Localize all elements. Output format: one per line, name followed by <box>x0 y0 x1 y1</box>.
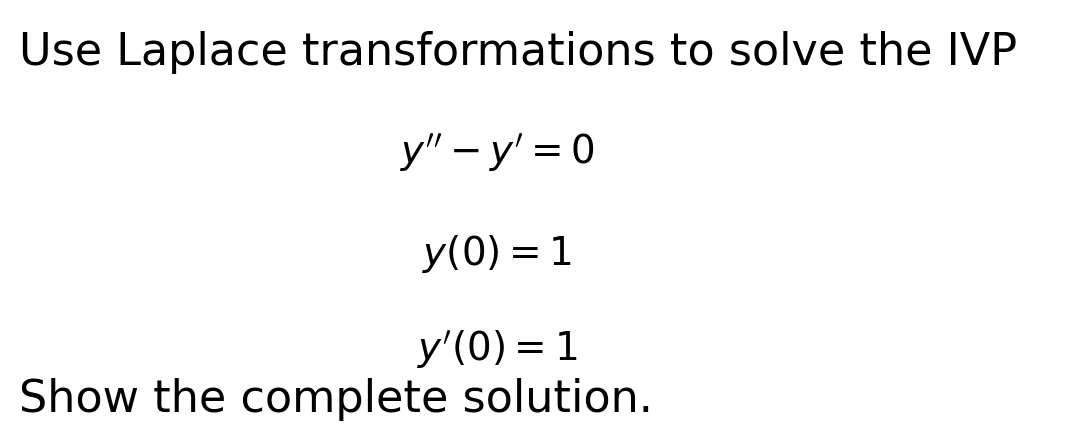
Text: Use Laplace transformations to solve the IVP: Use Laplace transformations to solve the… <box>19 31 1017 74</box>
Text: $y'(0) = 1$: $y'(0) = 1$ <box>417 328 577 371</box>
Text: $y(0) = 1$: $y(0) = 1$ <box>422 232 571 274</box>
Text: $y'' - y' = 0$: $y'' - y' = 0$ <box>400 131 594 173</box>
Text: Show the complete solution.: Show the complete solution. <box>19 378 653 420</box>
